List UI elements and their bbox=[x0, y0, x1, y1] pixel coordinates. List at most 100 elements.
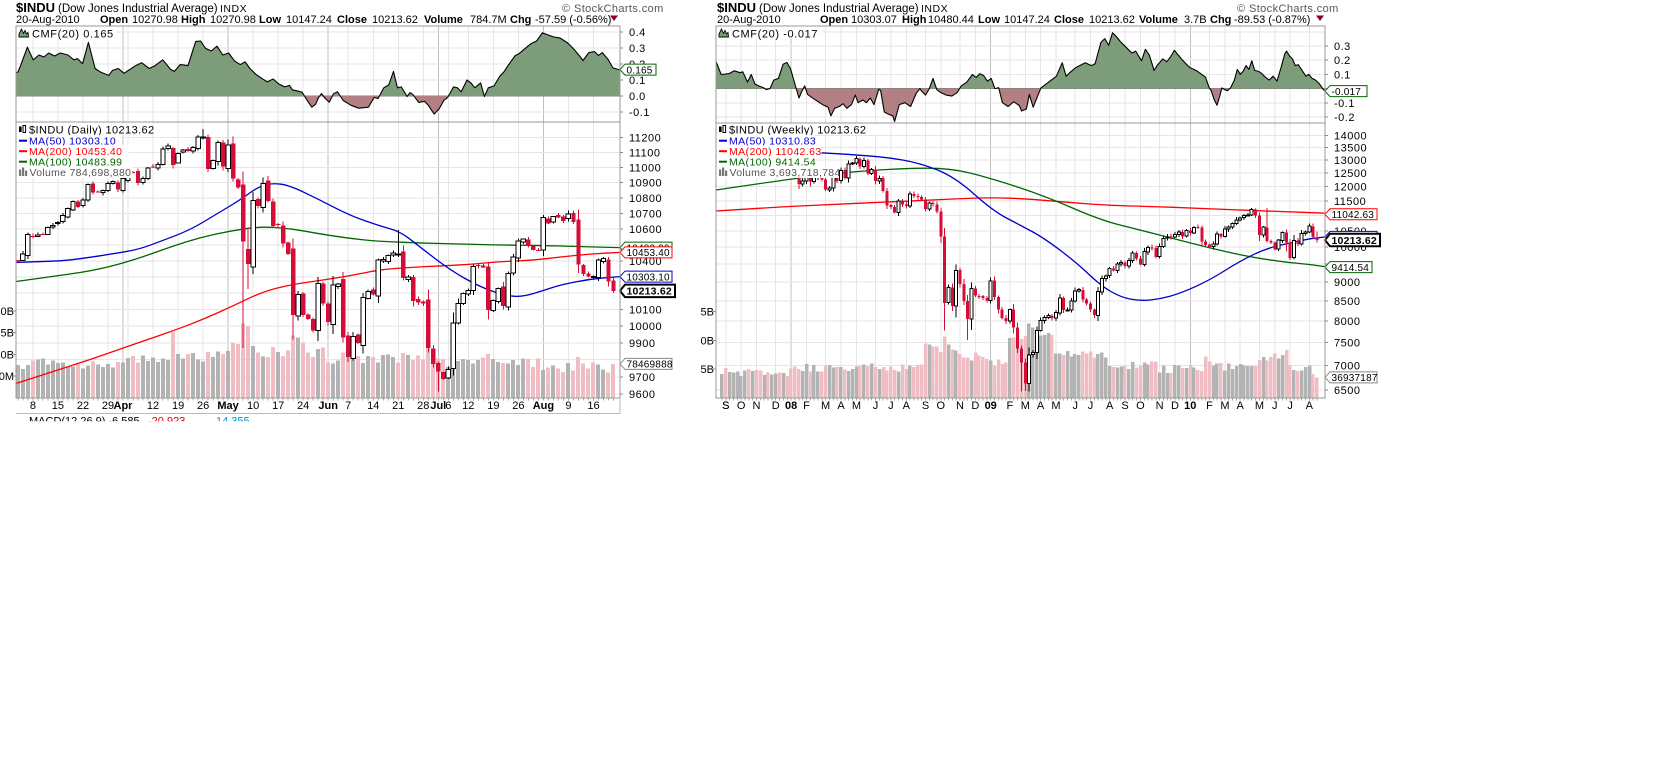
svg-text:10700: 10700 bbox=[629, 209, 662, 221]
svg-text:10213.62: 10213.62 bbox=[627, 286, 672, 298]
svg-text:(Dow Jones Industrial Average): (Dow Jones Industrial Average) bbox=[759, 3, 919, 15]
svg-text:Open: Open bbox=[820, 14, 848, 26]
svg-text:15: 15 bbox=[52, 400, 64, 412]
svg-text:10100: 10100 bbox=[629, 305, 662, 317]
svg-text:J: J bbox=[873, 400, 879, 412]
svg-text:11042.63: 11042.63 bbox=[1332, 210, 1375, 221]
svg-text:09: 09 bbox=[985, 400, 997, 412]
svg-text:11100: 11100 bbox=[629, 147, 660, 159]
svg-text:M: M bbox=[1220, 400, 1229, 412]
svg-text:9600: 9600 bbox=[629, 389, 655, 401]
svg-text:F: F bbox=[1206, 400, 1213, 412]
svg-text:N: N bbox=[956, 400, 964, 412]
svg-text:F: F bbox=[1007, 400, 1014, 412]
svg-text:10303.10: 10303.10 bbox=[627, 272, 671, 283]
svg-text:© StockCharts.com: © StockCharts.com bbox=[1237, 3, 1339, 15]
svg-text:S: S bbox=[722, 400, 729, 412]
svg-text:Open: Open bbox=[100, 14, 128, 26]
svg-text:Aug: Aug bbox=[533, 400, 554, 412]
svg-text:0.3: 0.3 bbox=[629, 43, 646, 55]
svg-text:J: J bbox=[1272, 400, 1278, 412]
svg-text:3.7B: 3.7B bbox=[1184, 14, 1207, 26]
svg-text:0.4: 0.4 bbox=[629, 27, 646, 39]
svg-text:0.1: 0.1 bbox=[629, 75, 646, 87]
svg-text:$INDU (Weekly) 10213.62: $INDU (Weekly) 10213.62 bbox=[729, 125, 866, 137]
svg-text:INDX: INDX bbox=[220, 3, 247, 15]
svg-text:784.7M: 784.7M bbox=[470, 14, 507, 26]
svg-text:12000: 12000 bbox=[1334, 182, 1367, 194]
svg-text:12: 12 bbox=[147, 400, 159, 412]
svg-text:-0.2: -0.2 bbox=[1334, 112, 1355, 124]
svg-text:A: A bbox=[1037, 400, 1045, 412]
svg-text:8: 8 bbox=[30, 400, 36, 412]
svg-text:10000: 10000 bbox=[629, 321, 662, 333]
svg-text:High: High bbox=[181, 14, 206, 26]
svg-text:1.0B: 1.0B bbox=[0, 349, 14, 361]
svg-text:MACD(12,26,9) -6.585,: MACD(12,26,9) -6.585, bbox=[29, 416, 143, 428]
svg-text:A: A bbox=[903, 400, 911, 412]
svg-text:10: 10 bbox=[1184, 400, 1196, 412]
svg-text:O: O bbox=[737, 400, 746, 412]
svg-text:10147.24: 10147.24 bbox=[1004, 14, 1050, 26]
svg-text:J: J bbox=[1072, 400, 1078, 412]
svg-text:26: 26 bbox=[197, 400, 209, 412]
svg-text:20-Aug-2010: 20-Aug-2010 bbox=[16, 14, 80, 26]
svg-text:16: 16 bbox=[587, 400, 599, 412]
svg-text:14000: 14000 bbox=[1334, 131, 1367, 143]
svg-text:28: 28 bbox=[417, 400, 429, 412]
svg-text:11500: 11500 bbox=[1334, 196, 1366, 208]
svg-text:9700: 9700 bbox=[629, 372, 655, 384]
svg-text:7000: 7000 bbox=[1334, 360, 1360, 372]
svg-text:13000: 13000 bbox=[1334, 155, 1367, 167]
svg-text:S: S bbox=[922, 400, 929, 412]
svg-text:10303.07: 10303.07 bbox=[851, 14, 897, 26]
svg-text:A: A bbox=[837, 400, 845, 412]
svg-text:7500: 7500 bbox=[1334, 338, 1360, 350]
svg-text:M: M bbox=[852, 400, 861, 412]
svg-text:MA(100) 9414.54: MA(100) 9414.54 bbox=[729, 156, 816, 168]
svg-text:Low: Low bbox=[978, 14, 1000, 26]
svg-text:26: 26 bbox=[512, 400, 524, 412]
svg-text:D: D bbox=[772, 400, 780, 412]
svg-text:Volume: Volume bbox=[424, 14, 463, 26]
svg-text:Low: Low bbox=[259, 14, 281, 26]
svg-text:10213.62: 10213.62 bbox=[372, 14, 418, 26]
svg-text:12: 12 bbox=[462, 400, 474, 412]
svg-text:1.5B: 1.5B bbox=[0, 328, 14, 340]
svg-text:O: O bbox=[937, 400, 946, 412]
svg-text:10: 10 bbox=[247, 400, 259, 412]
svg-text:0.3: 0.3 bbox=[1334, 41, 1351, 53]
svg-text:M: M bbox=[1255, 400, 1264, 412]
svg-text:M: M bbox=[821, 400, 830, 412]
svg-text:MA(100) 10483.99: MA(100) 10483.99 bbox=[29, 156, 122, 168]
svg-text:© StockCharts.com: © StockCharts.com bbox=[562, 3, 664, 15]
svg-text:9000: 9000 bbox=[1334, 277, 1360, 289]
svg-text:$INDU: $INDU bbox=[717, 0, 756, 15]
svg-text:F: F bbox=[803, 400, 810, 412]
svg-text:A: A bbox=[1106, 400, 1114, 412]
svg-text:2.0B: 2.0B bbox=[0, 306, 14, 318]
svg-text:9900: 9900 bbox=[629, 338, 655, 350]
svg-text:N: N bbox=[1156, 400, 1164, 412]
svg-text:20-Aug-2010: 20-Aug-2010 bbox=[717, 14, 781, 26]
svg-text:8500: 8500 bbox=[1334, 296, 1360, 308]
svg-text:Volume: Volume bbox=[1139, 14, 1178, 26]
svg-text:10800: 10800 bbox=[629, 193, 662, 205]
svg-text:0.165: 0.165 bbox=[627, 65, 653, 76]
svg-text:M: M bbox=[1051, 400, 1060, 412]
svg-text:-0.1: -0.1 bbox=[629, 107, 650, 119]
svg-text:MA(200) 10453.40: MA(200) 10453.40 bbox=[29, 146, 122, 158]
svg-text:13500: 13500 bbox=[1334, 143, 1367, 155]
svg-text:INDX: INDX bbox=[921, 3, 948, 15]
svg-text:14: 14 bbox=[367, 400, 379, 412]
svg-text:Jul: Jul bbox=[430, 400, 446, 412]
svg-text:15B: 15B bbox=[694, 307, 714, 319]
svg-text:6500: 6500 bbox=[1334, 385, 1360, 397]
svg-text:(Dow Jones Industrial Average): (Dow Jones Industrial Average) bbox=[58, 3, 218, 15]
svg-text:$INDU: $INDU bbox=[16, 0, 55, 15]
svg-text:J: J bbox=[1088, 400, 1094, 412]
svg-text:-89.53 (-0.87%): -89.53 (-0.87%) bbox=[1234, 14, 1310, 26]
svg-text:0.0: 0.0 bbox=[629, 91, 646, 103]
svg-text:Volume 784,698,880: Volume 784,698,880 bbox=[30, 167, 132, 179]
svg-text:9414.54: 9414.54 bbox=[1332, 263, 1370, 274]
